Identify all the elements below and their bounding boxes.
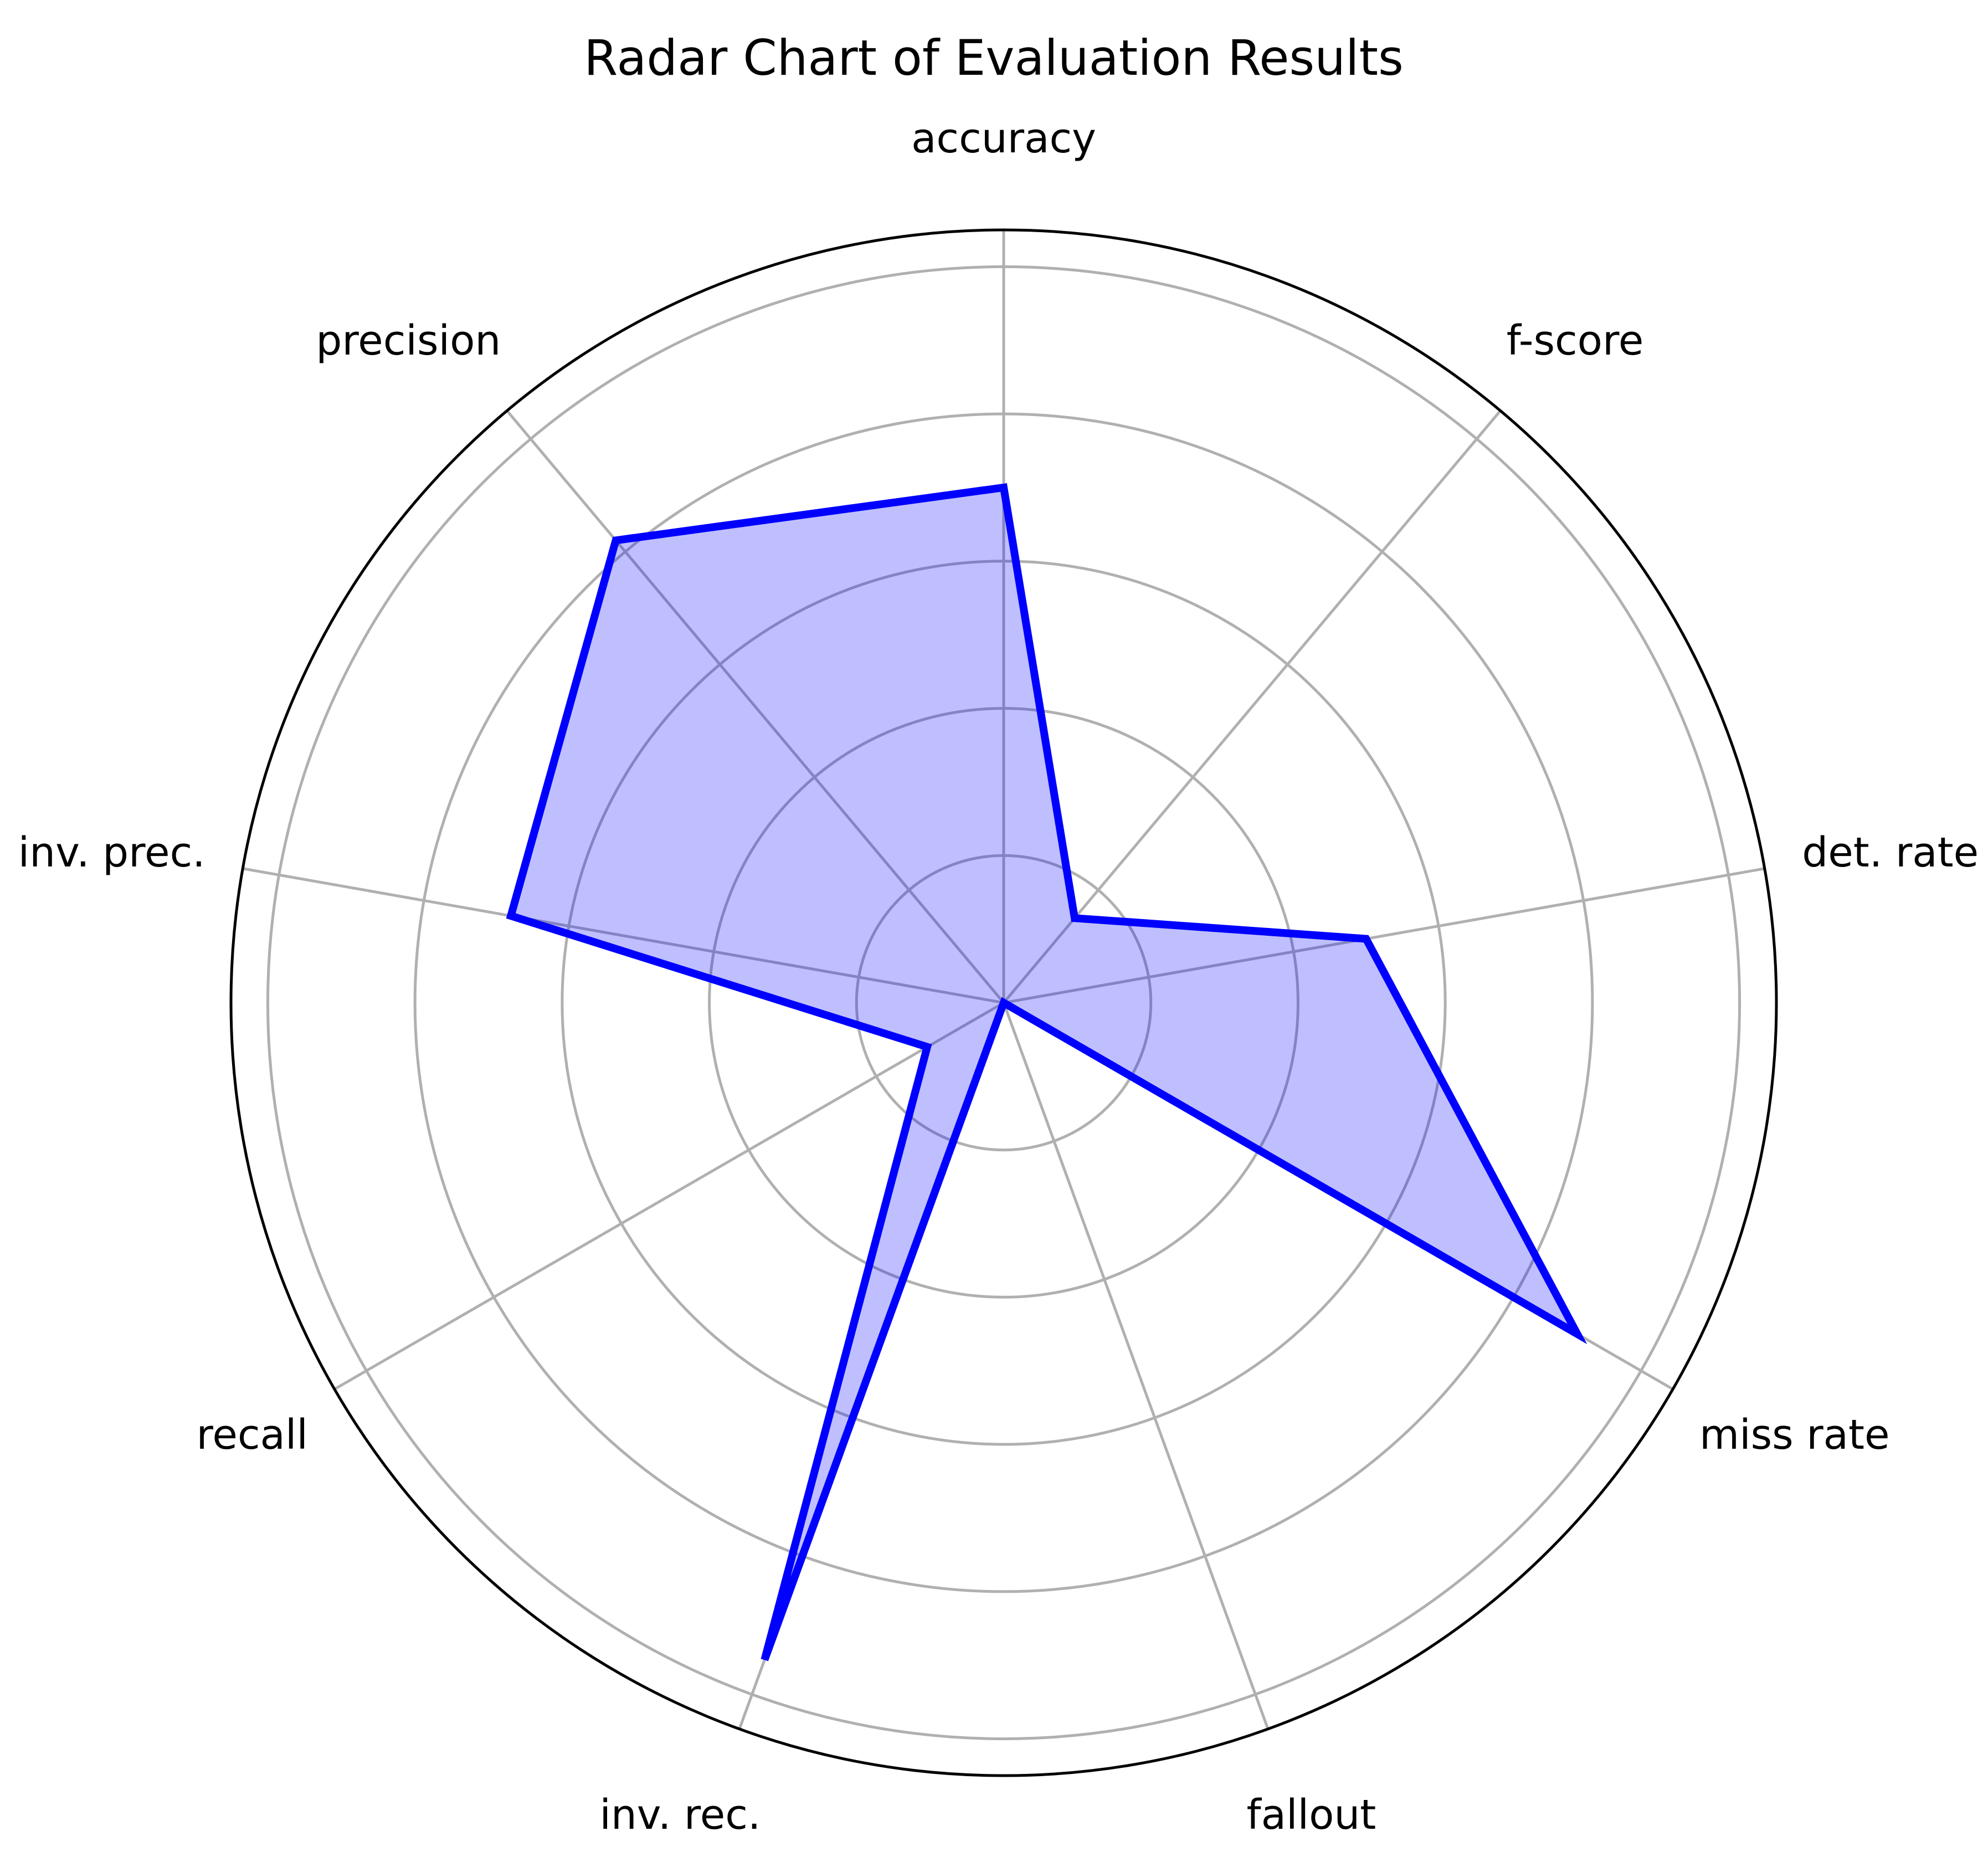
- spoke-7: [333, 1001, 1005, 1391]
- data-point-6: [764, 1659, 765, 1660]
- axis-label-5: fallout: [1247, 1791, 1376, 1839]
- data-point-5: [1003, 1002, 1004, 1003]
- spoke-5: [1002, 1002, 1270, 1730]
- axis-label-8: inv. prec.: [18, 829, 206, 876]
- axis-label-9: precision: [316, 317, 501, 365]
- spoke-2: [1003, 409, 1502, 1004]
- data-point-4: [1577, 1334, 1578, 1335]
- data-point-7: [927, 1047, 928, 1048]
- axis-label-1: accuracy: [911, 115, 1096, 162]
- axis-label-6: inv. rec.: [599, 1791, 761, 1839]
- data-point-1: [1003, 487, 1004, 488]
- spoke-9: [506, 409, 1005, 1004]
- series-area: [511, 488, 1578, 1660]
- axis-label-3: det. rate: [1802, 829, 1979, 876]
- axis-label-4: miss rate: [1699, 1411, 1890, 1459]
- data-point-3: [1365, 938, 1367, 940]
- axis-label-2: f-score: [1507, 317, 1644, 365]
- spoke-8: [242, 867, 1004, 1004]
- chart-title: Radar Chart of Evaluation Results: [584, 29, 1404, 86]
- axis-label-7: recall: [197, 1411, 308, 1459]
- series-layer: [506, 483, 1588, 1661]
- data-point-2: [1074, 917, 1075, 919]
- data-point-8: [510, 915, 511, 916]
- category-labels: accuracy f-score det. rate miss rate fallout…: [18, 115, 1979, 1839]
- series-line: [506, 483, 1588, 1661]
- outer-frame: [229, 228, 1778, 1777]
- data-point-9: [615, 540, 617, 541]
- spoke-3: [1003, 867, 1765, 1004]
